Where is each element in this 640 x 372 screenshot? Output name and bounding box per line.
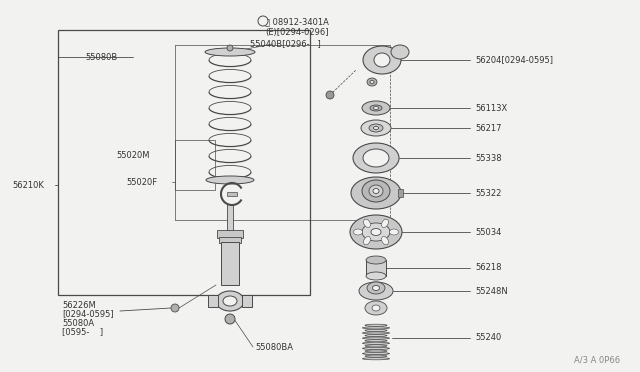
Ellipse shape: [372, 305, 380, 311]
Ellipse shape: [374, 126, 378, 129]
Bar: [217, 230, 243, 238]
Circle shape: [326, 91, 334, 99]
Text: 56217: 56217: [475, 124, 502, 132]
Text: 56204[0294-0595]: 56204[0294-0595]: [475, 55, 553, 64]
Text: 56210K: 56210K: [12, 180, 44, 189]
Circle shape: [227, 45, 233, 51]
Ellipse shape: [353, 229, 362, 235]
Text: 55020M: 55020M: [116, 151, 150, 160]
Ellipse shape: [362, 223, 390, 241]
Text: 56218: 56218: [475, 263, 502, 273]
Text: 55322: 55322: [475, 189, 501, 198]
Text: 56113X: 56113X: [475, 103, 508, 112]
Ellipse shape: [366, 256, 386, 264]
Text: [0595-    ]: [0595- ]: [62, 327, 103, 337]
Ellipse shape: [362, 332, 390, 334]
Ellipse shape: [374, 53, 390, 67]
Text: 55020F: 55020F: [126, 177, 157, 186]
Ellipse shape: [365, 340, 387, 342]
Text: A/3 A 0P66: A/3 A 0P66: [574, 356, 620, 365]
Ellipse shape: [362, 342, 390, 344]
Text: Ⓝ 08912-3401A: Ⓝ 08912-3401A: [265, 17, 329, 26]
Circle shape: [171, 304, 179, 312]
Bar: [242, 295, 252, 307]
Ellipse shape: [206, 176, 254, 184]
Ellipse shape: [371, 228, 381, 235]
Ellipse shape: [363, 149, 389, 167]
Text: [0294-0595]: [0294-0595]: [62, 310, 114, 318]
Bar: [221, 242, 239, 285]
Ellipse shape: [365, 355, 387, 357]
Ellipse shape: [365, 329, 387, 331]
Ellipse shape: [366, 272, 386, 280]
Text: 55040B[0296-   ]: 55040B[0296- ]: [250, 39, 321, 48]
Ellipse shape: [390, 229, 399, 235]
Bar: [58, 30, 310, 295]
Ellipse shape: [365, 301, 387, 315]
Bar: [227, 204, 233, 230]
Ellipse shape: [369, 124, 383, 132]
Ellipse shape: [381, 237, 388, 245]
Ellipse shape: [370, 80, 374, 83]
Ellipse shape: [364, 237, 371, 245]
Ellipse shape: [351, 177, 401, 209]
Ellipse shape: [365, 334, 387, 337]
Circle shape: [225, 314, 235, 324]
Ellipse shape: [365, 345, 387, 347]
Ellipse shape: [365, 324, 387, 326]
Ellipse shape: [350, 215, 402, 249]
Bar: [366, 260, 386, 276]
Bar: [175, 140, 215, 190]
Ellipse shape: [362, 357, 390, 360]
Ellipse shape: [370, 105, 382, 111]
Ellipse shape: [361, 120, 391, 136]
Text: 55034: 55034: [475, 228, 501, 237]
Text: 55338: 55338: [475, 154, 502, 163]
Ellipse shape: [365, 350, 387, 352]
Ellipse shape: [362, 101, 390, 115]
Ellipse shape: [216, 291, 244, 311]
Text: 55080BA: 55080BA: [255, 343, 293, 352]
Text: 56226M: 56226M: [62, 301, 96, 310]
Ellipse shape: [359, 282, 393, 300]
Bar: [219, 237, 241, 243]
Ellipse shape: [205, 48, 255, 56]
Ellipse shape: [362, 180, 390, 202]
Ellipse shape: [369, 185, 383, 197]
Ellipse shape: [362, 337, 390, 339]
Text: 55248N: 55248N: [475, 286, 508, 295]
Ellipse shape: [364, 219, 371, 228]
Bar: [227, 192, 237, 196]
Ellipse shape: [362, 347, 390, 350]
Bar: [398, 189, 403, 197]
Text: 55240: 55240: [475, 334, 501, 343]
Ellipse shape: [381, 219, 388, 228]
Ellipse shape: [367, 282, 385, 294]
Bar: [208, 295, 218, 307]
Ellipse shape: [372, 285, 380, 291]
Ellipse shape: [363, 46, 401, 74]
Ellipse shape: [373, 189, 379, 193]
Ellipse shape: [223, 296, 237, 306]
Ellipse shape: [362, 327, 390, 329]
Ellipse shape: [391, 45, 409, 59]
Ellipse shape: [367, 78, 377, 86]
Ellipse shape: [374, 106, 378, 109]
Ellipse shape: [362, 353, 390, 355]
Circle shape: [258, 16, 268, 26]
Text: 55080B: 55080B: [85, 52, 117, 61]
Text: (E)[0294-0296]: (E)[0294-0296]: [265, 28, 328, 36]
Ellipse shape: [353, 143, 399, 173]
Text: 55080A: 55080A: [62, 318, 94, 327]
